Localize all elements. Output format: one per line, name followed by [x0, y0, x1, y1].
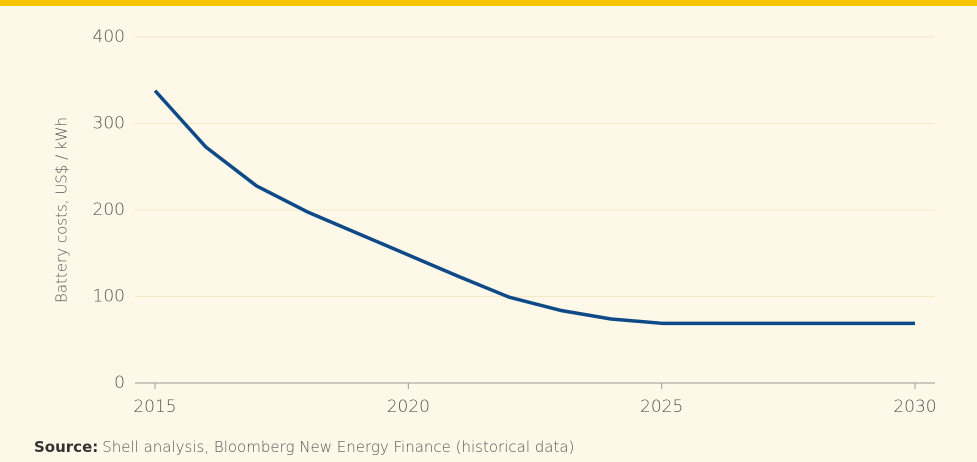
- source: Source: Shell analysis, Bloomberg New Ene…: [34, 438, 574, 456]
- source-text: Shell analysis, Bloomberg New Energy Fin…: [102, 438, 574, 456]
- source-label: Source:: [34, 438, 98, 456]
- top-bar: [0, 0, 977, 6]
- x-tick-label: 2030: [893, 397, 936, 417]
- x-tick-label: 2015: [133, 397, 176, 417]
- x-tick-label: 2025: [640, 397, 683, 417]
- y-tick-label: 0: [114, 373, 125, 393]
- x-tick-label: 2020: [387, 397, 430, 417]
- line: [153, 89, 915, 326]
- y-tick-label: 100: [93, 287, 125, 307]
- y-tick-label: 300: [93, 114, 125, 134]
- y-tick-label: 200: [93, 200, 125, 220]
- y-tick-label: 400: [93, 27, 125, 47]
- y-axis-label: Battery costs, US$ / kWh: [53, 117, 71, 303]
